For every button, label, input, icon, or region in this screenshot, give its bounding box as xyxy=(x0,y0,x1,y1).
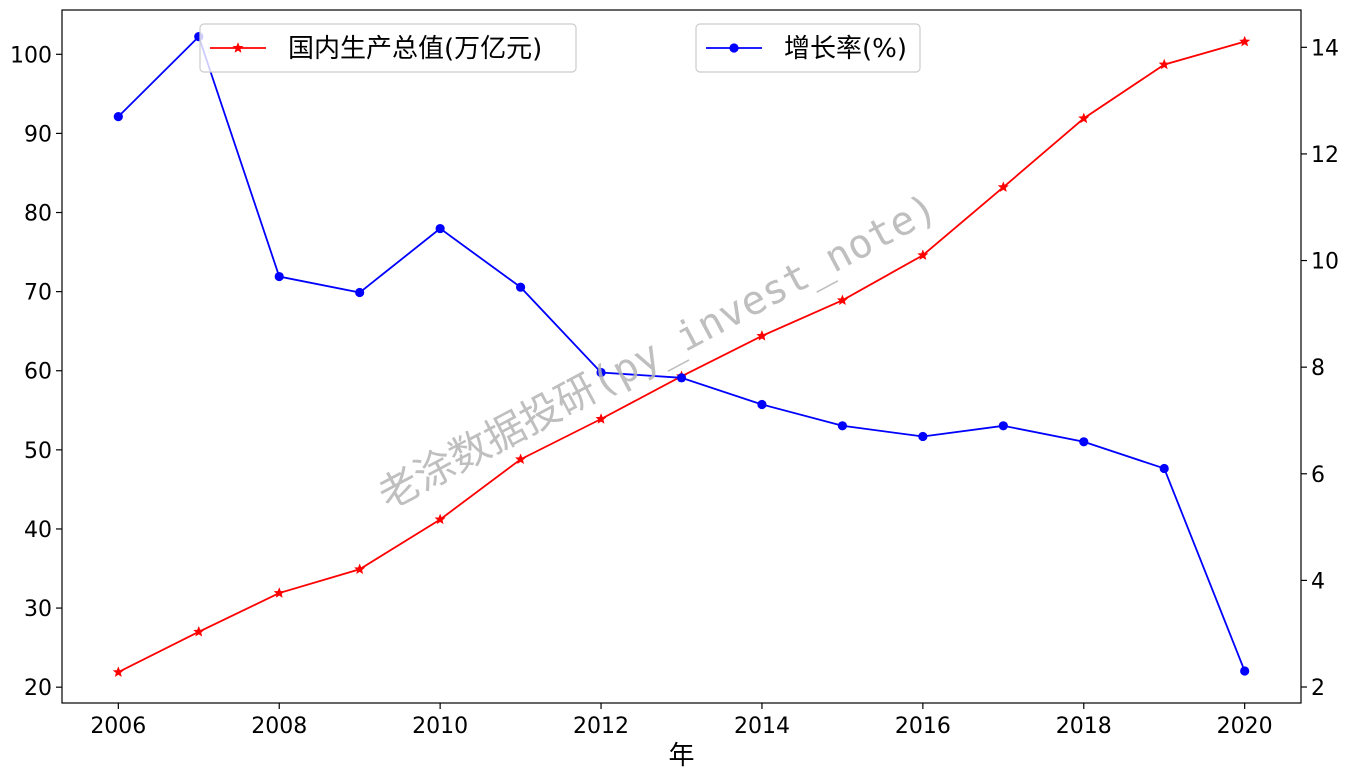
growth-rate-point xyxy=(998,421,1008,431)
right-y-tick-label: 6 xyxy=(1311,463,1325,488)
legend-gdp: 国内生产总值(万亿元) xyxy=(199,23,577,73)
legend-growth: 增长率(%) xyxy=(695,23,921,73)
star-marker-icon xyxy=(232,42,244,53)
right-y-tick-label: 4 xyxy=(1311,569,1325,594)
growth-rate-point xyxy=(274,271,284,282)
left-y-tick-label: 80 xyxy=(24,202,52,227)
left-y-tick-label: 20 xyxy=(24,676,52,701)
left-y-tick-label: 70 xyxy=(24,281,52,306)
gdp-point xyxy=(756,330,768,341)
x-tick-label: 2012 xyxy=(573,714,629,739)
legend-label-growth: 增长率(%) xyxy=(784,34,907,64)
growth-rate-point xyxy=(918,431,928,442)
left-y-tick-label: 100 xyxy=(10,43,52,68)
gdp-point xyxy=(917,249,929,260)
legend-box xyxy=(695,23,921,73)
x-tick-label: 2010 xyxy=(412,714,468,739)
x-tick-label: 2016 xyxy=(895,714,951,739)
plot-frame xyxy=(61,9,1302,704)
watermark: 老涂数据投研(py_invest_note) xyxy=(371,185,945,519)
left-y-tick-label: 40 xyxy=(24,518,52,543)
left-y-axis-ticks: 20 30 40 50 60 70 80 90 100 xyxy=(10,43,62,701)
x-axis-title: 年 xyxy=(668,741,694,771)
gdp-point xyxy=(273,587,285,598)
gdp-point xyxy=(1158,58,1170,70)
gdp-point xyxy=(1078,112,1090,124)
gdp-point xyxy=(836,294,848,306)
growth-rate-point xyxy=(1159,463,1169,474)
x-tick-label: 2014 xyxy=(734,714,790,739)
left-y-tick-label: 50 xyxy=(24,439,52,464)
right-y-axis-ticks: 2 4 6 8 10 12 14 xyxy=(1301,36,1339,701)
gdp-point xyxy=(515,453,527,465)
growth-rate-point xyxy=(596,367,606,378)
right-y-tick-label: 14 xyxy=(1311,36,1339,61)
circle-marker-icon xyxy=(729,43,739,53)
growth-rate-point xyxy=(355,287,365,298)
x-tick-label: 2008 xyxy=(251,714,307,739)
x-tick-label: 2018 xyxy=(1056,714,1112,739)
x-tick-label: 2020 xyxy=(1217,714,1273,739)
growth-rate-point xyxy=(435,223,445,234)
left-y-tick-label: 60 xyxy=(24,360,52,385)
legend-label-gdp: 国内生产总值(万亿元) xyxy=(288,34,542,64)
growth-rate-point xyxy=(837,421,848,431)
legend-box xyxy=(199,23,577,73)
gdp-point xyxy=(434,513,446,525)
left-y-tick-label: 90 xyxy=(24,122,52,147)
gdp-point xyxy=(595,413,607,424)
growth-rate-point xyxy=(515,282,526,292)
gdp-point xyxy=(112,666,124,677)
x-axis-ticks: 2006 2008 2010 2012 2014 2016 2018 2020 xyxy=(90,703,1273,739)
gdp-point xyxy=(997,181,1009,192)
gdp-point xyxy=(354,563,366,575)
growth-rate-point xyxy=(676,373,687,383)
growth-rate-point xyxy=(757,399,767,410)
gdp-point xyxy=(1239,35,1251,47)
growth-rate-point xyxy=(1079,437,1089,447)
growth-rate-point xyxy=(1240,666,1250,676)
gdp-point xyxy=(193,625,205,637)
right-y-tick-label: 8 xyxy=(1311,356,1325,381)
x-tick-label: 2006 xyxy=(90,714,146,739)
right-y-tick-label: 10 xyxy=(1311,250,1339,275)
right-y-tick-label: 2 xyxy=(1311,676,1325,701)
right-y-tick-label: 12 xyxy=(1311,143,1339,168)
growth-rate-point xyxy=(113,112,123,122)
left-y-tick-label: 30 xyxy=(24,597,52,622)
